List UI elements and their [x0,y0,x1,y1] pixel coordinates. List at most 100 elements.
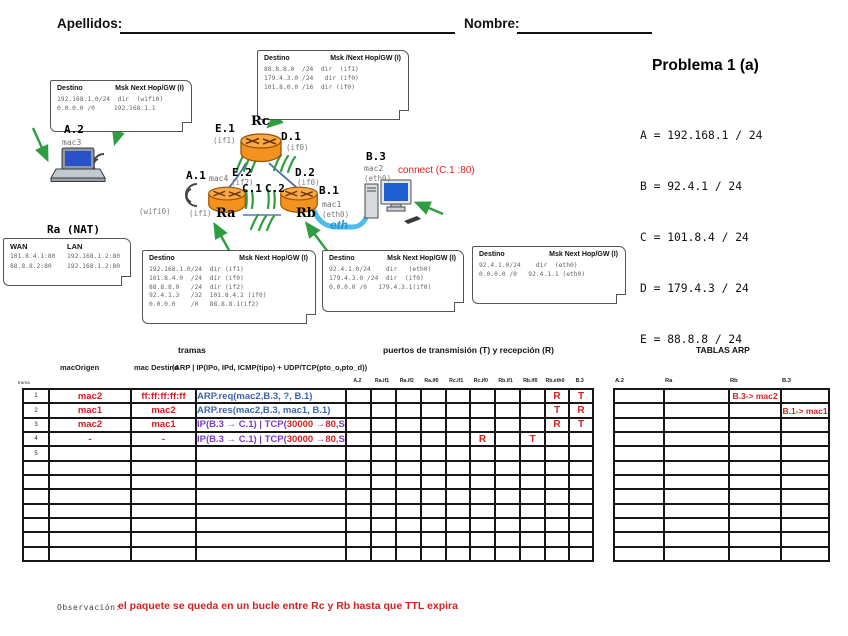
trama-number-cell [22,517,50,534]
port-cell-Rb.if1 [494,387,521,405]
port-cell-Rc.if1 [445,445,471,462]
port-cell-Ra.if0 [420,474,447,491]
arp-column-A.2: A.2 [615,378,625,384]
arp-row [613,488,830,505]
port-cell-Ra.if0 [420,416,447,434]
trama-number-cell: 1 [22,387,50,405]
label-mac2: mac2 [364,164,384,173]
trama-row [22,517,594,534]
nat-entry: 101.8.4.1:80 192.168.1.2:80 [10,253,121,260]
mac-destino-cell [130,545,197,563]
route-entry: 92.4.1.0/24 dir (eth0) [479,262,578,269]
label-c2: C.2 [265,182,285,195]
arp-cell-B.3 [780,545,830,563]
arp-cell-Rb [728,502,782,520]
net-def-d: D = 179.4.3 / 24 [640,282,749,295]
payload-fragment: 80 [325,419,336,431]
nombre-line [517,18,652,34]
port-cell-B.3 [568,545,594,563]
port-cell-Ra.if2 [395,416,422,434]
port-cell-Rc.if1 [445,502,471,520]
mac-destino-cell [130,459,197,477]
arp-cell-Rb [728,431,782,448]
arp-cell-Ra [663,531,730,548]
port-cell-B.3: T [568,416,594,434]
arp-cell-Ra [663,459,730,477]
trama-number-cell [22,502,50,520]
routing-box-rc: Destino Msk /Next Hop/GW (I) 88.8.8.0 /2… [257,50,409,120]
arp-cell-B.3 [780,517,830,534]
green-arrow-pc [413,201,444,216]
arp-cell-B.3 [780,431,830,448]
b3-dest-header: Destino [479,251,505,258]
arp-cell-B.3 [780,416,830,434]
trama-number-cell [22,545,50,563]
route-entry: 179.4.3.0 /24 dir (if0) [329,274,424,282]
label-d2-if: (if0) [297,178,320,187]
arp-row [613,545,830,563]
arp-cell-A.2 [613,474,665,491]
ra-routes: 192.168.1.0/24 dir (if1) 101.8.4.0 /24 di… [143,263,315,310]
trama-row: 4--IP(B.3 → C.1) | TCP(30000 →80,SYN)RT [22,431,594,448]
port-cell-Ra.if1 [370,545,397,563]
mac-destino-cell [130,488,197,505]
payload-fragment: 30000 [286,433,314,445]
port-cell-A.2 [345,387,372,405]
apellidos-line [120,18,455,34]
arp-cell-B.3 [780,445,830,462]
routing-box-b3: Destino Msk Next Hop/GW (I) 92.4.1.0/24 … [472,246,626,304]
port-cell-A.2 [345,445,372,462]
port-cell-Rc.if1 [445,402,471,419]
routing-box-rb: Destino Msk Next Hop/GW (I) 92.4.1.0/24 … [322,250,464,312]
port-cell-Ra.if2 [395,531,422,548]
port-cell-B.3 [568,459,594,477]
router-ra-icon [208,186,246,213]
port-cell-B.3 [568,502,594,520]
arp-cell-Ra [663,488,730,505]
port-column-Rb.if0: Rb.if0 [523,378,538,384]
arp-row: B.3-> mac2 [613,387,830,405]
port-cell-Rb.if1 [494,488,521,505]
arp-cell-Ra [663,445,730,462]
trama-number-cell [22,531,50,548]
ra-msk-header: Msk Next Hop/GW (I) [239,255,308,262]
port-cell-Rb.if0 [519,445,546,462]
mac-destino-cell [130,531,197,548]
port-cell-Ra.if1 [370,387,397,405]
label-a1: A.1 [186,169,206,182]
port-cell-A.2 [345,488,372,505]
arp-cell-B.3 [780,387,830,405]
port-cell-Ra.if2 [395,517,422,534]
port-cell-B.3 [568,445,594,462]
arp-cell-A.2 [613,545,665,563]
port-column-Rb.eth0: Rb.eth0 [545,378,565,384]
port-cell-Rc.if0: R [469,431,496,448]
arp-cell-Ra [663,387,730,405]
port-cell-Rb.if0 [519,502,546,520]
port-column-headers: A.2 Ra.if1 Ra.if2 Ra.if0 Rc.if1 Rc.if0 Rb.if1 R… [345,378,592,384]
arp-cell-A.2 [613,431,665,448]
port-cell-Rc.if0 [469,459,496,477]
label-rc: Rc [251,114,270,129]
b3-routes: 92.4.1.0/24 dir (eth0) 0.0.0.0 /0 92.4.1.… [473,259,625,280]
port-cell-Rb.if1 [494,531,521,548]
label-mac1: mac1 [322,200,342,209]
port-cell-Rb.if1 [494,402,521,419]
port-cell-B.3 [568,531,594,548]
route-entry: 192.168.1.0/24 dir (if1) [149,266,244,273]
arp-cell-Rb [728,531,782,548]
label-a1-if: (if1) [189,209,212,218]
green-arrow-ra [213,221,232,253]
label-e2-if: (if2) [231,178,254,187]
payload-fragment: ,SYN) [335,433,345,445]
port-cell-Rb.if1 [494,459,521,477]
route-entry: 92.4.1.3 /32 101.8.4.2 (if0) [149,292,267,300]
port-cell-A.2 [345,431,372,448]
port-cell-A.2 [345,459,372,477]
port-cell-A.2 [345,517,372,534]
mac-origen-cell [48,531,132,548]
port-cell-A.2 [345,416,372,434]
payload-fragment: → [313,419,326,431]
arp-cell-B.3 [780,474,830,491]
port-cell-Rb.if0 [519,545,546,563]
